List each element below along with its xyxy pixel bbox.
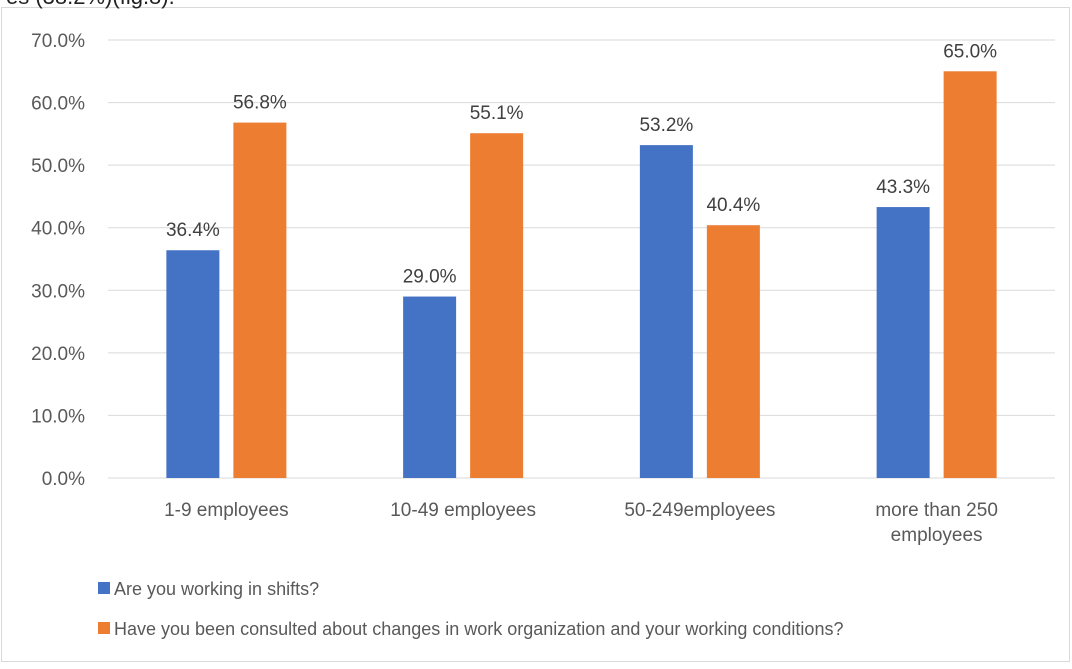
bar-series-1-cat-2	[403, 296, 457, 478]
data-label: 43.3%	[876, 177, 930, 198]
x-category-label: more than 250	[875, 500, 998, 521]
legend-swatch	[98, 622, 110, 634]
y-tick-label: 30.0%	[31, 281, 85, 302]
x-axis-category-labels: 1-9 employees 10-49 employees 50-249employ…	[164, 500, 998, 546]
x-category-label: 1-9 employees	[164, 500, 289, 521]
y-axis-tick-labels: 0.0% 10.0% 20.0% 30.0% 40.0% 50.0% 60.0% 70.0%	[31, 31, 85, 490]
bars	[166, 71, 997, 479]
legend-swatch	[98, 582, 110, 594]
bar-series-2-cat-3	[706, 225, 760, 478]
bar-series-1-cat-1	[166, 250, 220, 478]
legend-label: Are you working in shifts?	[114, 579, 319, 599]
y-tick-label: 40.0%	[31, 219, 85, 240]
data-label: 29.0%	[403, 267, 457, 288]
y-tick-label: 0.0%	[42, 469, 85, 490]
data-label: 40.4%	[706, 195, 760, 216]
y-tick-label: 60.0%	[31, 94, 85, 115]
cropped-caption: es (38.2%)(fig.8).	[6, 0, 175, 9]
bar-series-2-cat-2	[470, 133, 524, 478]
data-label: 53.2%	[639, 115, 693, 136]
x-category-label: 10-49 employees	[390, 500, 536, 521]
y-tick-label: 10.0%	[31, 406, 85, 427]
bar-series-2-cat-1	[233, 122, 287, 478]
x-category-label: 50-249employees	[624, 500, 775, 521]
bar-series-1-cat-3	[639, 145, 693, 478]
bar-series-2-cat-4	[943, 71, 997, 479]
data-label: 55.1%	[470, 103, 524, 124]
x-category-label: employees	[891, 525, 983, 546]
y-tick-label: 50.0%	[31, 156, 85, 177]
data-label: 56.8%	[233, 93, 287, 114]
data-label: 36.4%	[166, 220, 220, 241]
y-tick-label: 20.0%	[31, 344, 85, 365]
bar-series-1-cat-4	[876, 207, 930, 478]
data-label: 65.0%	[943, 41, 997, 62]
legend: Are you working in shifts? Have you been …	[98, 579, 843, 639]
y-tick-label: 70.0%	[31, 31, 85, 52]
data-labels: 36.4% 56.8% 29.0% 55.1% 53.2% 40.4% 43.3% 65.0%	[166, 41, 997, 287]
legend-label: Have you been consulted about changes in…	[114, 619, 843, 639]
